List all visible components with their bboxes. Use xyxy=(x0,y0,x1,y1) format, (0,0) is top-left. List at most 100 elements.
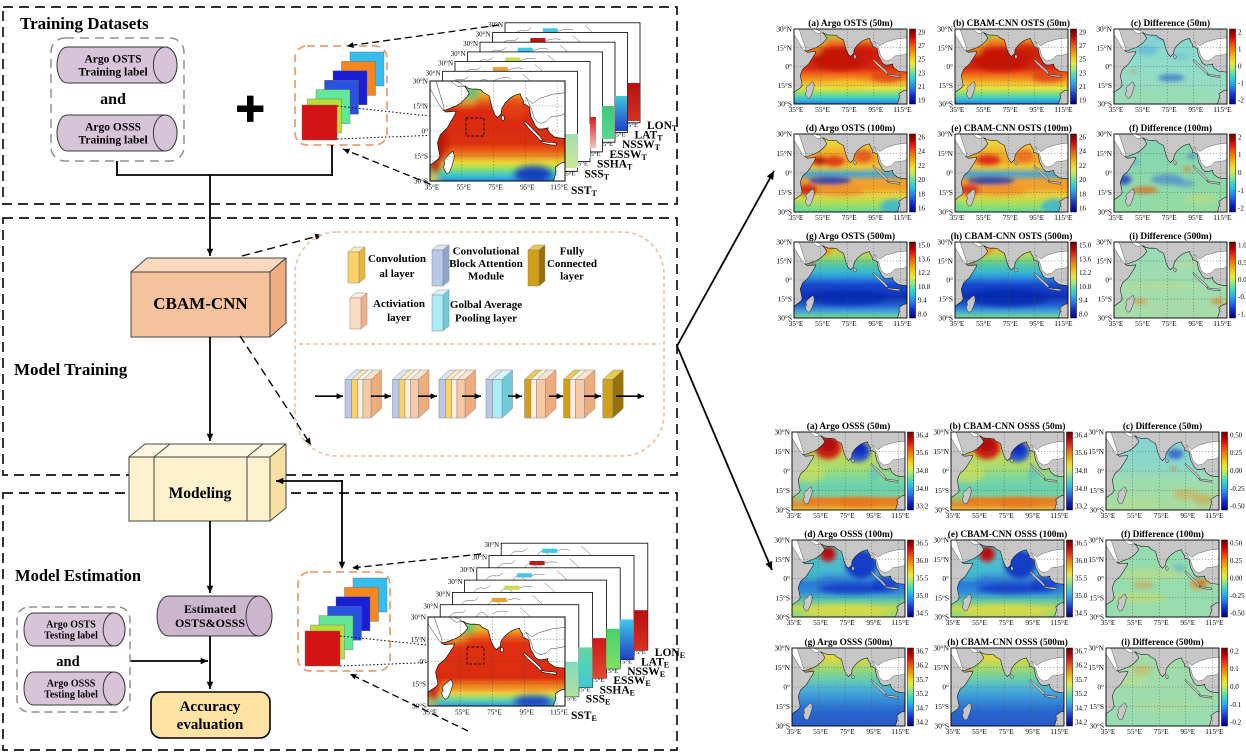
svg-text:15°N: 15°N xyxy=(933,447,949,456)
svg-text:35.2: 35.2 xyxy=(1075,690,1088,698)
svg-text:0°: 0° xyxy=(785,276,792,285)
svg-text:Block Attention: Block Attention xyxy=(449,258,523,270)
svg-text:0°: 0° xyxy=(946,276,953,285)
svg-text:15°E: 15°E xyxy=(619,659,632,666)
svg-text:34.5: 34.5 xyxy=(916,610,929,618)
svg-text:55°E: 55°E xyxy=(972,618,987,627)
svg-text:15°S: 15°S xyxy=(939,295,953,304)
svg-text:30°N: 30°N xyxy=(426,69,441,77)
svg-text:30°S: 30°S xyxy=(935,506,949,515)
svg-text:27: 27 xyxy=(1079,42,1087,50)
svg-text:0°: 0° xyxy=(942,467,949,476)
svg-text:33.2: 33.2 xyxy=(1075,503,1088,511)
svg-text:30°N: 30°N xyxy=(933,428,949,437)
svg-text:36.0: 36.0 xyxy=(916,557,929,565)
svg-text:15°S: 15°S xyxy=(935,702,949,711)
svg-text:15°S: 15°S xyxy=(778,188,792,197)
svg-text:15°S: 15°S xyxy=(935,593,949,602)
svg-text:(g) Argo OSSS (500m): (g) Argo OSSS (500m) xyxy=(804,637,892,648)
svg-text:35°E: 35°E xyxy=(789,105,804,114)
svg-text:30°N: 30°N xyxy=(1088,428,1104,437)
svg-text:10.8: 10.8 xyxy=(1079,283,1092,291)
svg-text:23: 23 xyxy=(1079,69,1087,77)
svg-text:0.50: 0.50 xyxy=(1230,540,1243,548)
svg-text:75°E: 75°E xyxy=(840,511,855,520)
svg-text:15°S: 15°S xyxy=(935,486,949,495)
svg-text:0.1: 0.1 xyxy=(1230,665,1239,673)
svg-text:75°E: 75°E xyxy=(1003,105,1018,114)
svg-text:0: 0 xyxy=(1238,63,1242,71)
svg-text:0.25: 0.25 xyxy=(1230,449,1243,457)
svg-text:75°E: 75°E xyxy=(1154,511,1169,520)
svg-text:15°N: 15°N xyxy=(933,555,949,564)
svg-text:30°N: 30°N xyxy=(411,614,427,622)
svg-text:SSTT: SSTT xyxy=(571,185,597,198)
svg-text:30°N: 30°N xyxy=(1088,644,1104,653)
svg-text:15°E: 15°E xyxy=(625,122,638,129)
svg-text:15°S: 15°S xyxy=(776,593,790,602)
svg-text:30°S: 30°S xyxy=(776,613,790,622)
svg-text:30°S: 30°S xyxy=(778,314,792,323)
svg-text:20: 20 xyxy=(1079,176,1087,184)
svg-text:(f) Difference (100m): (f) Difference (100m) xyxy=(1129,123,1212,134)
svg-text:34.0: 34.0 xyxy=(916,485,929,493)
svg-text:115°E: 115°E xyxy=(550,184,568,192)
svg-text:75°E: 75°E xyxy=(842,213,857,222)
svg-text:35°E: 35°E xyxy=(946,511,961,520)
svg-text:-0.50: -0.50 xyxy=(1230,610,1245,618)
svg-text:-1: -1 xyxy=(1238,80,1244,88)
svg-text:0°: 0° xyxy=(785,169,792,178)
svg-text:30°S: 30°S xyxy=(935,722,949,731)
svg-text:9.4: 9.4 xyxy=(918,297,927,305)
svg-text:SSTE: SSTE xyxy=(571,710,597,723)
svg-text:18: 18 xyxy=(1079,190,1087,198)
svg-text:25: 25 xyxy=(1079,56,1087,64)
svg-text:30°N: 30°N xyxy=(774,536,790,545)
svg-text:30°S: 30°S xyxy=(412,703,426,711)
svg-text:ESSWE: ESSWE xyxy=(613,675,650,688)
svg-text:-0.1: -0.1 xyxy=(1230,701,1242,709)
svg-text:95°E: 95°E xyxy=(1180,618,1195,627)
svg-text:15°N: 15°N xyxy=(776,43,792,52)
svg-text:NSSWE: NSSWE xyxy=(627,666,665,679)
svg-text:0°: 0° xyxy=(1097,683,1104,692)
svg-text:30°N: 30°N xyxy=(776,25,792,34)
svg-text:30°N: 30°N xyxy=(937,130,953,139)
svg-text:95°E: 95°E xyxy=(520,184,535,192)
svg-text:0°: 0° xyxy=(946,169,953,178)
svg-text:(e) CBAM-CNN OSSS (100m): (e) CBAM-CNN OSSS (100m) xyxy=(948,529,1068,540)
svg-text:15°E: 15°E xyxy=(564,696,577,703)
svg-text:15°S: 15°S xyxy=(1090,593,1104,602)
svg-text:-0.5: -0.5 xyxy=(1238,293,1246,301)
svg-text:30°N: 30°N xyxy=(1096,25,1112,34)
svg-text:55°E: 55°E xyxy=(815,105,830,114)
svg-text:SSSE: SSSE xyxy=(586,694,611,707)
svg-text:35°E: 35°E xyxy=(1101,618,1116,627)
svg-text:26: 26 xyxy=(1079,134,1087,142)
svg-text:115°E: 115°E xyxy=(1205,511,1224,520)
svg-text:-2: -2 xyxy=(1238,97,1244,105)
svg-text:15°N: 15°N xyxy=(413,103,429,111)
svg-text:30°S: 30°S xyxy=(1098,208,1112,217)
svg-text:15°S: 15°S xyxy=(939,188,953,197)
svg-text:19: 19 xyxy=(1079,97,1087,105)
svg-text:1: 1 xyxy=(1238,46,1242,54)
svg-text:15°S: 15°S xyxy=(414,153,428,161)
svg-text:75°E: 75°E xyxy=(487,709,502,717)
svg-text:1: 1 xyxy=(1238,151,1242,159)
svg-text:35°E: 35°E xyxy=(946,618,961,627)
svg-text:15°N: 15°N xyxy=(937,149,953,158)
svg-text:23: 23 xyxy=(918,69,926,77)
svg-text:SSST: SSST xyxy=(585,168,610,181)
svg-text:8.0: 8.0 xyxy=(1079,311,1088,319)
svg-text:30°S: 30°S xyxy=(939,314,953,323)
svg-text:36.5: 36.5 xyxy=(916,540,929,548)
svg-text:15°S: 15°S xyxy=(1090,702,1104,711)
svg-text:(f) Difference (100m): (f) Difference (100m) xyxy=(1121,529,1204,540)
svg-text:Module: Module xyxy=(468,271,504,283)
svg-text:35°E: 35°E xyxy=(423,709,438,717)
svg-text:NSSWT: NSSWT xyxy=(622,139,661,152)
svg-text:0°: 0° xyxy=(783,467,790,476)
svg-text:0.0: 0.0 xyxy=(1230,683,1239,691)
svg-text:30°N: 30°N xyxy=(484,541,499,549)
